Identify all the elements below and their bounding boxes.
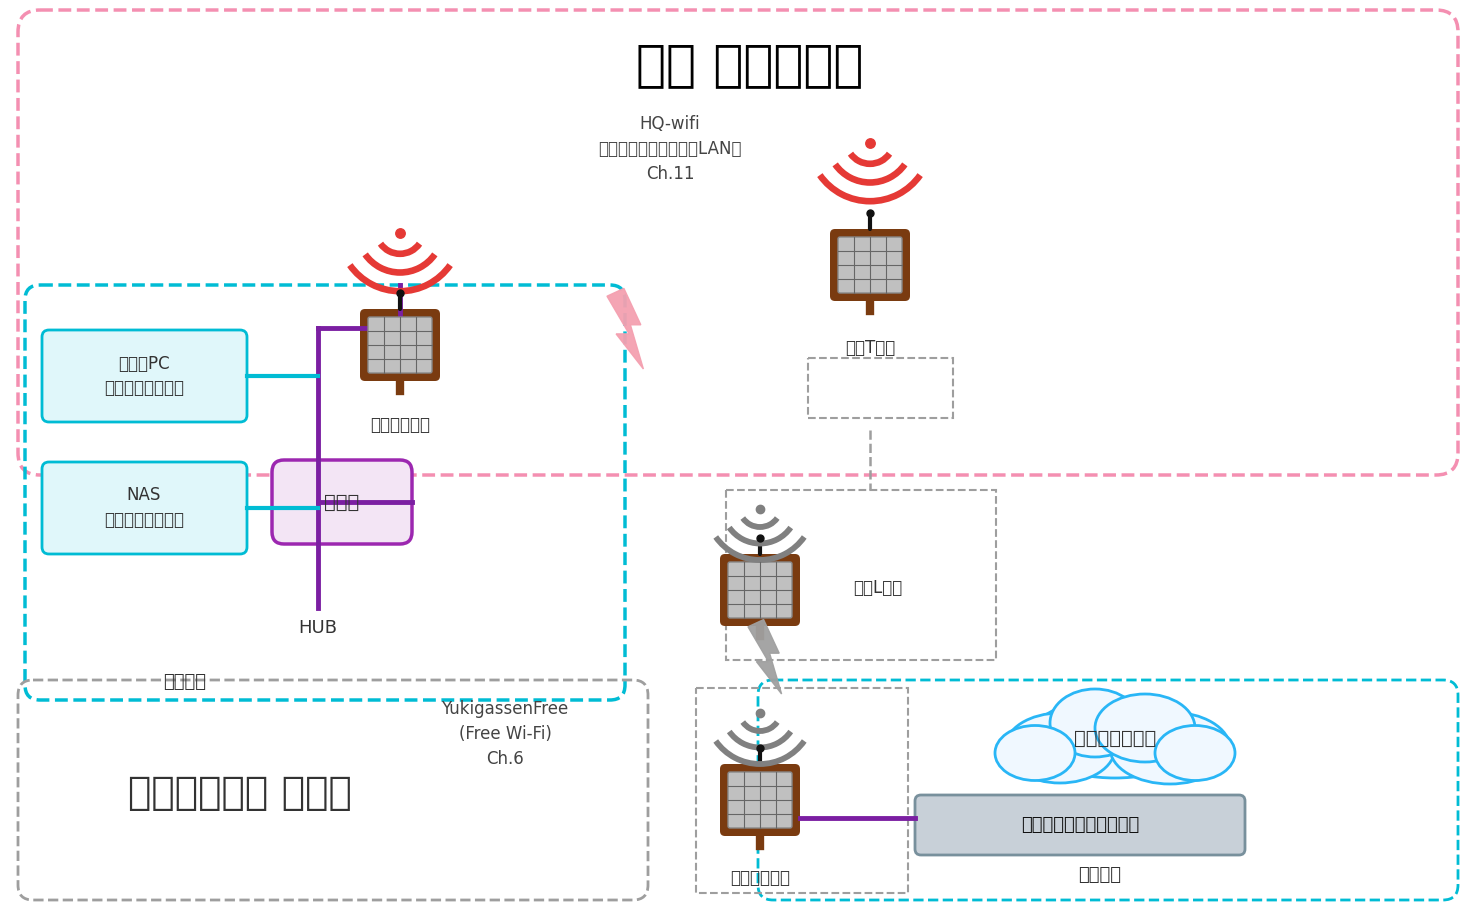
FancyBboxPatch shape bbox=[830, 229, 910, 301]
Text: YukigassenFree
(Free Wi-Fi)
Ch.6: YukigassenFree (Free Wi-Fi) Ch.6 bbox=[441, 700, 569, 768]
Ellipse shape bbox=[996, 726, 1075, 780]
Text: 競技本部: 競技本部 bbox=[164, 673, 206, 691]
Text: プレハブ屋根: プレハブ屋根 bbox=[730, 869, 791, 887]
Text: HQ-wifi
（スコアシステム無線LAN）
Ch.11: HQ-wifi （スコアシステム無線LAN） Ch.11 bbox=[599, 115, 742, 183]
Text: 大会 競技エリア: 大会 競技エリア bbox=[636, 41, 864, 89]
Text: ルータ: ルータ bbox=[324, 492, 360, 511]
FancyBboxPatch shape bbox=[41, 462, 246, 554]
Text: プレハブ屋根: プレハブ屋根 bbox=[370, 416, 431, 434]
Text: NAS
（実行委員会様）: NAS （実行委員会様） bbox=[105, 487, 184, 530]
FancyBboxPatch shape bbox=[360, 309, 440, 381]
Ellipse shape bbox=[1155, 726, 1235, 780]
Ellipse shape bbox=[1094, 694, 1195, 762]
FancyBboxPatch shape bbox=[729, 562, 792, 618]
Text: HUB: HUB bbox=[298, 619, 338, 637]
FancyBboxPatch shape bbox=[720, 554, 799, 626]
FancyBboxPatch shape bbox=[914, 795, 1245, 855]
FancyBboxPatch shape bbox=[729, 772, 792, 828]
Ellipse shape bbox=[1111, 712, 1230, 784]
FancyBboxPatch shape bbox=[838, 237, 903, 293]
Text: 本部用PC
（実行委員会様）: 本部用PC （実行委員会様） bbox=[105, 354, 184, 397]
Text: スノーパーク エリア: スノーパーク エリア bbox=[128, 774, 353, 812]
FancyBboxPatch shape bbox=[41, 330, 246, 422]
FancyBboxPatch shape bbox=[271, 460, 412, 544]
Ellipse shape bbox=[1030, 698, 1201, 778]
Text: 大会本部: 大会本部 bbox=[1078, 866, 1121, 884]
Polygon shape bbox=[748, 619, 782, 694]
FancyBboxPatch shape bbox=[18, 10, 1457, 475]
Text: インターネット: インターネット bbox=[1074, 728, 1156, 748]
FancyBboxPatch shape bbox=[367, 317, 432, 373]
Ellipse shape bbox=[1050, 689, 1140, 757]
Text: ブロードバンドルーター: ブロードバンドルーター bbox=[1021, 816, 1139, 834]
Text: 予選L看板: 予選L看板 bbox=[854, 579, 903, 597]
Polygon shape bbox=[608, 288, 643, 369]
Ellipse shape bbox=[1004, 713, 1115, 783]
Text: 決勝T看板: 決勝T看板 bbox=[845, 339, 895, 357]
FancyBboxPatch shape bbox=[720, 764, 799, 836]
